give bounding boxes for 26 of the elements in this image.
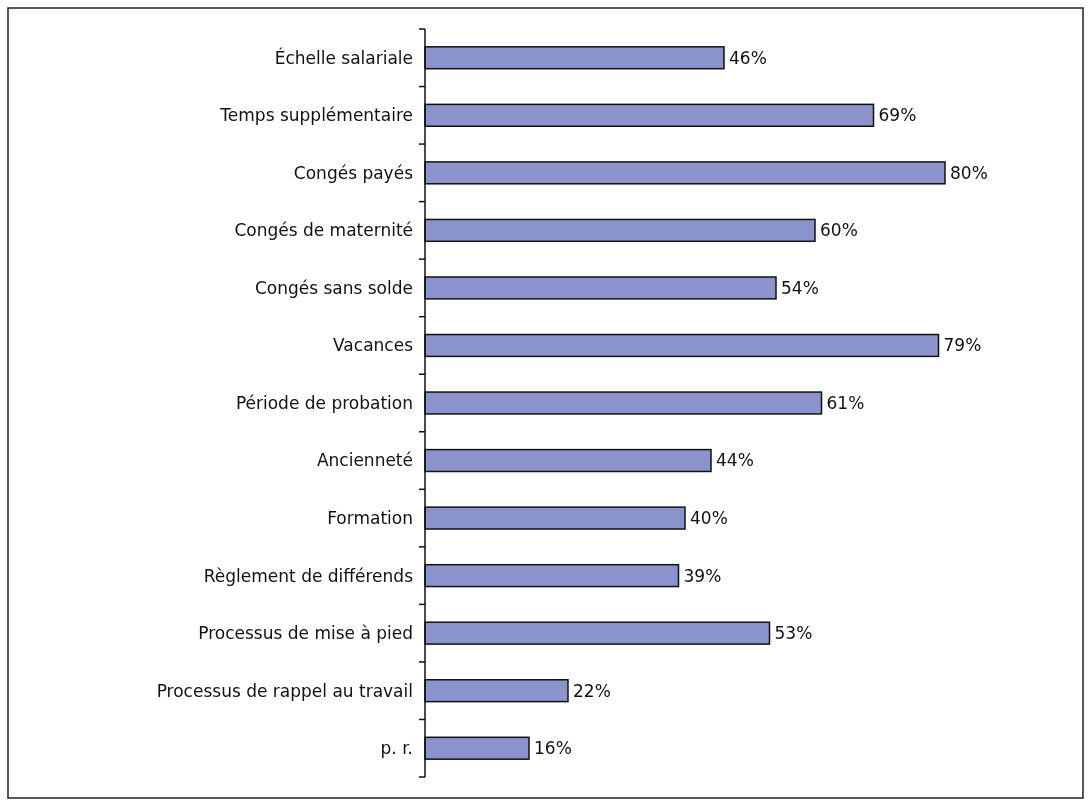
y-tick-label: Processus de rappel au travail [156,680,413,701]
data-label: 60% [820,220,858,241]
y-tick-label: Temps supplémentaire [219,105,413,126]
data-label: 39% [683,565,722,586]
y-tick-label: Échelle salariale [274,46,413,68]
data-label: 46% [729,47,767,68]
data-label: 61% [826,392,865,413]
data-label: 54% [781,277,819,298]
data-label: 80% [950,162,988,183]
data-label: 40% [690,508,728,529]
y-tick-label: Congés payés [293,162,414,183]
y-tick-label: Formation [327,508,413,529]
data-label: 44% [716,450,754,471]
data-label: 79% [943,335,982,356]
y-tick-label: Congés de maternité [234,220,413,241]
data-label: 69% [878,105,917,126]
y-tick-label: Règlement de différends [203,565,414,586]
y-tick-label: Processus de mise à pied [198,623,413,644]
y-tick-label: Vacances [333,335,414,356]
y-tick-label: Ancienneté [316,450,413,471]
data-label: 22% [573,680,611,701]
y-tick-label: p. r. [380,738,413,759]
y-tick-label: Congés sans solde [254,277,413,298]
y-tick-label: Période de probation [235,392,413,413]
data-label: 16% [534,738,572,759]
data-label: 53% [774,623,813,644]
